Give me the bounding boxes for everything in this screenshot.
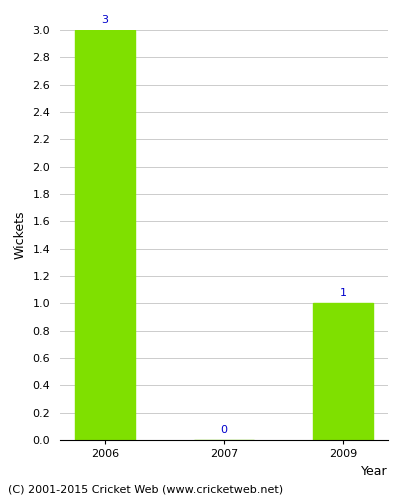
- Text: (C) 2001-2015 Cricket Web (www.cricketweb.net): (C) 2001-2015 Cricket Web (www.cricketwe…: [8, 485, 283, 495]
- X-axis label: Year: Year: [361, 464, 388, 477]
- Text: 1: 1: [340, 288, 347, 298]
- Bar: [75, 30, 134, 440]
- Text: 0: 0: [220, 424, 228, 434]
- Bar: [314, 304, 373, 440]
- Y-axis label: Wickets: Wickets: [14, 211, 27, 259]
- Text: 3: 3: [101, 14, 108, 24]
